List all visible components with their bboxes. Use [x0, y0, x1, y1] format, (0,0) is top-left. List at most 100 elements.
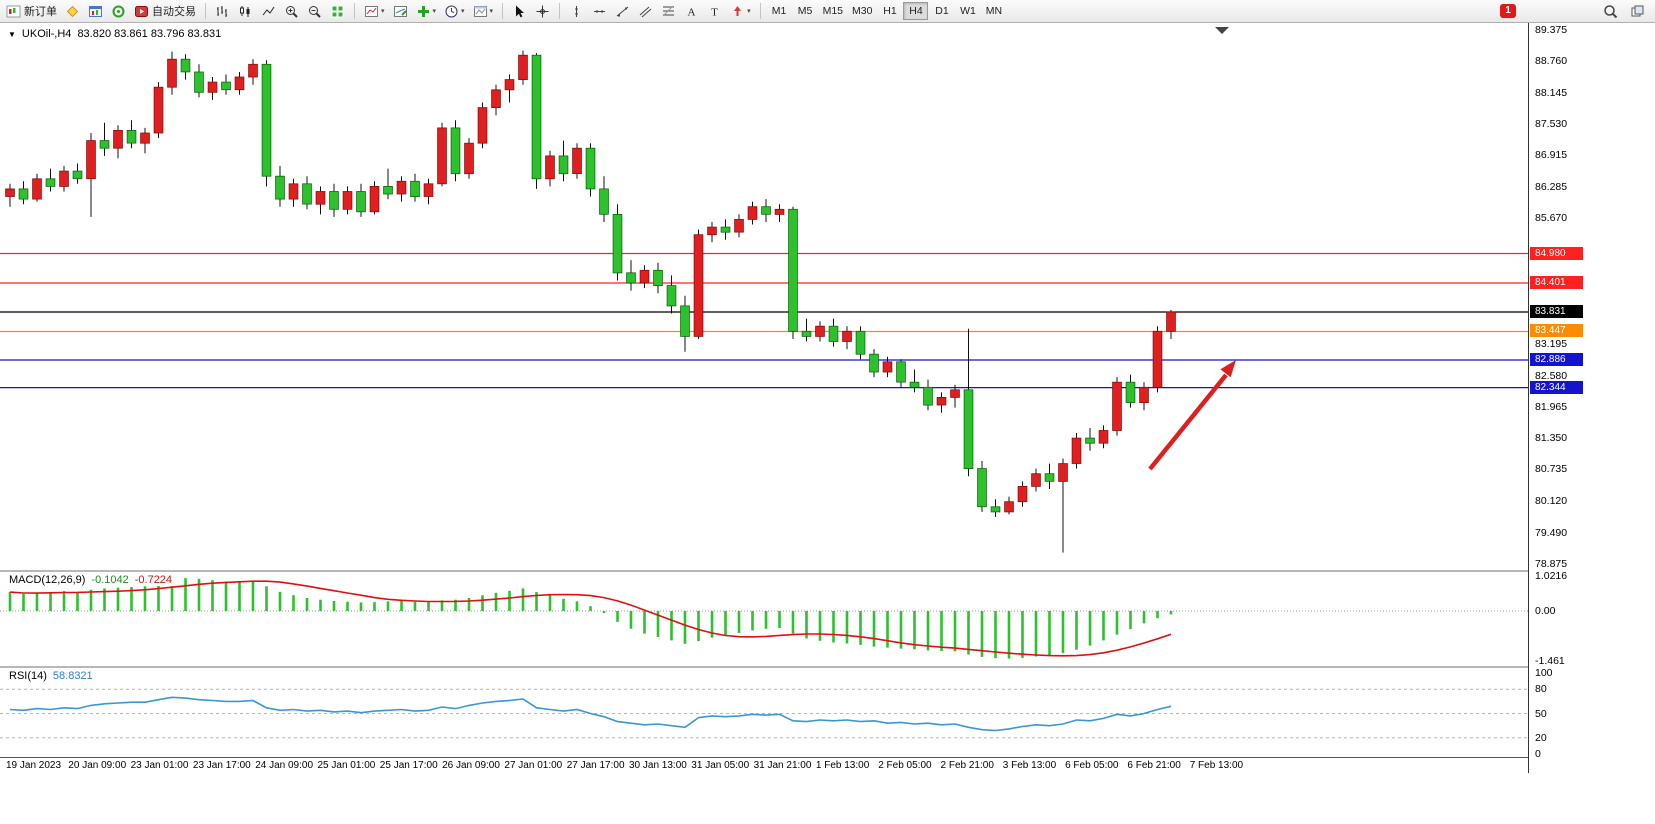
- price-level-badge: 84.980: [1530, 247, 1583, 260]
- time-label: 26 Jan 09:00: [442, 760, 500, 771]
- time-label: 3 Feb 13:00: [1002, 760, 1057, 771]
- macd-svg[interactable]: [0, 572, 1528, 666]
- chevron-down-icon: ▾: [489, 8, 494, 15]
- macd-scale-tick: 1.0216: [1535, 570, 1568, 582]
- macd-signal-value: -0.7224: [134, 574, 173, 586]
- new-chart-button[interactable]: ▾: [361, 1, 388, 21]
- text-label-tool-button[interactable]: T: [704, 1, 725, 21]
- vertical-line-icon: [575, 5, 578, 17]
- add-indicator-button[interactable]: ▾: [413, 1, 440, 21]
- tile-windows-button[interactable]: [327, 1, 348, 21]
- price-tick: 88.145: [1535, 87, 1568, 99]
- zoom-out-button[interactable]: [304, 1, 325, 21]
- time-label: 27 Jan 17:00: [566, 760, 625, 771]
- svg-text:A: A: [688, 6, 696, 18]
- tile-windows-icon: [331, 5, 344, 17]
- text-a-icon: A: [688, 6, 696, 18]
- templates-button[interactable]: ▾: [470, 1, 497, 21]
- time-label: 25 Jan 01:00: [317, 760, 376, 771]
- horizontal-line-tool-button[interactable]: [589, 1, 610, 21]
- time-label: 23 Jan 17:00: [192, 760, 251, 771]
- toolbar-separator: [354, 3, 355, 19]
- auto-trading-button[interactable]: 自动交易: [131, 1, 199, 21]
- fibonacci-tool-button[interactable]: [658, 1, 679, 21]
- window-list-button[interactable]: [1627, 1, 1648, 21]
- timeframe-M30[interactable]: M30: [848, 2, 876, 20]
- vertical-line-tool-button[interactable]: [566, 1, 587, 21]
- text-tool-button[interactable]: A: [681, 1, 702, 21]
- time-label: 25 Jan 17:00: [379, 760, 438, 771]
- cursor-button[interactable]: [509, 1, 530, 21]
- price-tick: 86.915: [1535, 149, 1568, 161]
- trendline-tool-button[interactable]: [612, 1, 633, 21]
- timeframe-M1[interactable]: M1: [767, 2, 792, 20]
- macd-scale-tick: -1.461: [1535, 655, 1565, 667]
- price-tick: 81.350: [1535, 432, 1568, 444]
- search-button[interactable]: [1600, 1, 1621, 21]
- crosshair-icon: [536, 5, 549, 17]
- main-chart-svg[interactable]: [0, 23, 1528, 570]
- price-level-badge: 82.344: [1530, 381, 1583, 394]
- time-label: 23 Jan 01:00: [130, 760, 189, 771]
- time-label: 1 Feb 13:00: [815, 760, 870, 771]
- price-tick: 79.490: [1535, 527, 1568, 539]
- ohlc-values: 83.820 83.861 83.796 83.831: [77, 28, 222, 40]
- arrows-tool-button[interactable]: ▾: [727, 1, 754, 21]
- fibonacci-icon: [662, 5, 675, 16]
- chart-area: ▼ UKOil-,H4 83.820 83.861 83.796 83.831 …: [0, 23, 1655, 824]
- main-toolbar: 新订单 自动交易: [0, 0, 1655, 23]
- timeframe-D1[interactable]: D1: [929, 2, 954, 20]
- time-label: 6 Feb 05:00: [1065, 760, 1119, 771]
- candlestick-type-button[interactable]: [235, 1, 256, 21]
- market-watch-button[interactable]: [62, 1, 83, 21]
- macd-main-value: -0.1042: [91, 574, 129, 586]
- timeframe-W1[interactable]: W1: [955, 2, 980, 20]
- sound-icon: [112, 5, 125, 17]
- panel-splitter[interactable]: [0, 666, 1655, 668]
- toolbar-separator: [559, 3, 561, 19]
- new-order-label: 新订单: [24, 6, 57, 18]
- toolbar-separator: [205, 3, 206, 19]
- time-axis[interactable]: 19 Jan 2023 20 Jan 09:00 23 Jan 01:00 23 Ja…: [0, 757, 1655, 774]
- panel-splitter[interactable]: [0, 570, 1655, 572]
- clock-icon: [445, 5, 458, 17]
- charts-button[interactable]: [85, 1, 106, 21]
- bar-chart-type-button[interactable]: [212, 1, 233, 21]
- price-tick: 89.375: [1535, 24, 1568, 36]
- timeframe-MN[interactable]: MN: [981, 2, 1006, 20]
- chart-profile-button[interactable]: [390, 1, 411, 21]
- timeframe-M15[interactable]: M15: [819, 2, 847, 20]
- candles: [5, 50, 1176, 553]
- chart-shift-marker[interactable]: [1215, 27, 1229, 34]
- notification-badge[interactable]: 1: [1500, 4, 1516, 18]
- charts-window-icon: [89, 5, 102, 17]
- price-level-badge: 84.401: [1530, 276, 1583, 289]
- price-tick: 85.670: [1535, 212, 1568, 224]
- new-order-button[interactable]: 新订单: [3, 1, 60, 21]
- rsi-scale-tick: 50: [1535, 708, 1547, 720]
- timeframe-H1[interactable]: H1: [877, 2, 902, 20]
- price-tick: 88.760: [1535, 55, 1568, 67]
- trend-arrow[interactable]: [1148, 360, 1236, 471]
- stacked-windows-icon: [1631, 5, 1644, 16]
- rsi-value: 58.8321: [52, 670, 93, 682]
- chevron-down-icon: ▾: [432, 8, 437, 15]
- timeframe-M5[interactable]: M5: [793, 2, 818, 20]
- timeframe-toolbar: M1 M5 M15 M30 H1 H4 D1 W1 MN: [767, 2, 1007, 20]
- price-axis[interactable]: 89.375 88.760 88.145 87.530 86.915 86.285 85.6…: [1528, 23, 1655, 773]
- chart-dropdown-arrow[interactable]: ▼: [8, 29, 16, 39]
- rsi-svg[interactable]: [0, 668, 1528, 757]
- candlestick-icon: [240, 5, 250, 17]
- zoom-in-button[interactable]: [281, 1, 302, 21]
- timeframe-H4[interactable]: H4: [903, 2, 929, 20]
- periods-button[interactable]: ▾: [441, 1, 468, 21]
- auto-trading-label: 自动交易: [152, 6, 196, 18]
- time-label: 31 Jan 21:00: [753, 760, 812, 771]
- line-chart-icon: [262, 6, 275, 15]
- crosshair-button[interactable]: [532, 1, 553, 21]
- line-chart-type-button[interactable]: [258, 1, 279, 21]
- channel-tool-button[interactable]: [635, 1, 656, 21]
- sound-button[interactable]: [108, 1, 129, 21]
- price-tick: 78.875: [1535, 558, 1568, 570]
- time-label: 2 Feb 05:00: [878, 760, 932, 771]
